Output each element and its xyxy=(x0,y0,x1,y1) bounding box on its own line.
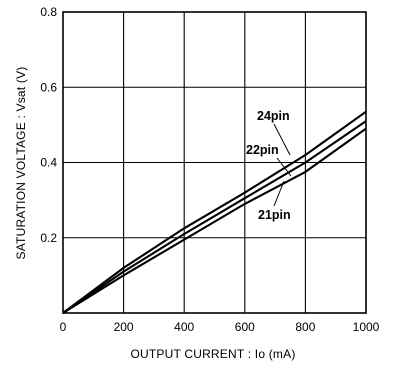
x-tick-label: 400 xyxy=(174,320,194,334)
x-tick-label: 1000 xyxy=(353,320,380,334)
series-label-21pin: 21pin xyxy=(258,208,291,222)
series-line-21pin xyxy=(62,127,367,314)
x-axis-ticks: 0 200 400 600 800 1000 xyxy=(60,320,380,334)
x-tick-label: 600 xyxy=(235,320,255,334)
series-label-22pin: 22pin xyxy=(246,143,279,157)
x-tick-label: 800 xyxy=(295,320,315,334)
y-tick-label: 0.6 xyxy=(40,80,57,94)
series-line-22pin xyxy=(62,120,367,314)
y-axis-label: SATURATION VOLTAGE : Vsat (V) xyxy=(14,67,28,260)
x-tick-label: 0 xyxy=(60,320,67,334)
series-labels: 24pin 22pin 21pin xyxy=(246,109,292,222)
series-line-24pin xyxy=(62,110,367,314)
y-tick-label: 0.2 xyxy=(40,231,57,245)
leader-line-24pin xyxy=(273,123,291,156)
series-lines xyxy=(62,110,367,314)
y-tick-label: 0.8 xyxy=(40,5,57,19)
x-axis-label: OUTPUT CURRENT : Io (mA) xyxy=(130,347,295,361)
y-axis-ticks: 0.2 0.4 0.6 0.8 xyxy=(40,5,57,245)
plot-frame xyxy=(62,11,367,314)
leader-line-22pin xyxy=(276,157,292,177)
x-tick-label: 200 xyxy=(114,320,134,334)
leader-line-21pin xyxy=(273,180,285,207)
grid xyxy=(63,12,366,313)
series-label-24pin: 24pin xyxy=(257,109,290,123)
y-tick-label: 0.4 xyxy=(40,156,57,170)
